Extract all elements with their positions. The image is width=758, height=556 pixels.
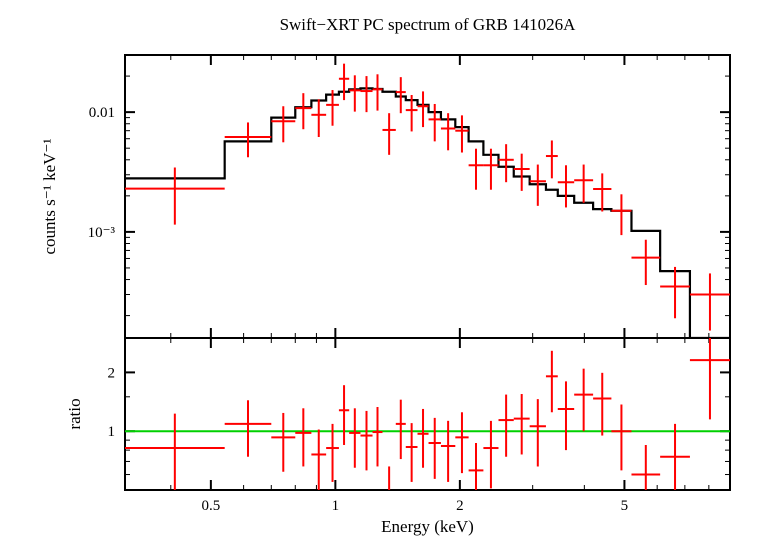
bottom-panel-frame bbox=[125, 338, 730, 490]
y-tick-label-top: 0.01 bbox=[89, 105, 115, 121]
x-tick-label: 5 bbox=[621, 498, 629, 514]
y-axis-label-top: counts s⁻¹ keV⁻¹ bbox=[40, 139, 59, 255]
spectrum-chart: Swift−XRT PC spectrum of GRB 141026A 0.5 1… bbox=[0, 0, 758, 556]
x-tick-label: 2 bbox=[456, 498, 464, 514]
x-tick-label: 1 bbox=[332, 498, 340, 514]
x-tick-label: 0.5 bbox=[201, 498, 220, 514]
y-axis-label-bot: ratio bbox=[65, 398, 84, 429]
top-panel-frame bbox=[125, 55, 730, 338]
y-tick-label-bot: 2 bbox=[108, 365, 116, 381]
chart-title: Swift−XRT PC spectrum of GRB 141026A bbox=[280, 15, 577, 34]
model-histogram bbox=[125, 88, 730, 338]
data-points-top bbox=[125, 64, 730, 331]
y-tick-label-top: 10⁻³ bbox=[88, 225, 116, 241]
data-points-bottom bbox=[125, 338, 730, 493]
x-axis-label: Energy (keV) bbox=[381, 517, 474, 536]
y-tick-label-bot: 1 bbox=[108, 424, 116, 440]
